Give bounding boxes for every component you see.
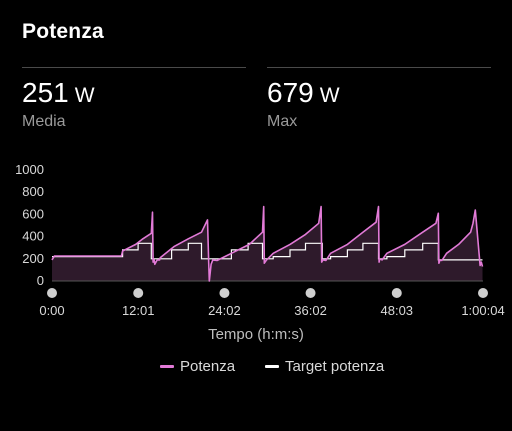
plot-area (51, 205, 484, 282)
interval-marker (133, 288, 144, 298)
y-tick-label: 600 (22, 206, 44, 221)
legend-swatch-power (160, 365, 174, 368)
stat-average-unit: W (74, 84, 95, 107)
legend-item-power[interactable]: Potenza (160, 358, 235, 375)
x-tick-label: 48:03 (381, 303, 414, 318)
stat-max: 679 W Max (267, 78, 340, 131)
stat-max-label: Max (267, 113, 298, 130)
legend-item-target-power[interactable]: Target potenza (265, 358, 384, 375)
x-tick-label: 36:02 (294, 303, 327, 318)
divider-left (22, 67, 246, 68)
x-tick-label: 24:02 (208, 303, 241, 318)
x-axis-label: Tempo (h:m:s) (208, 326, 304, 343)
stat-average-label: Media (22, 113, 66, 130)
interval-marker (47, 288, 57, 298)
interval-marker (478, 288, 488, 298)
interval-markers (47, 288, 488, 298)
y-tick-label: 800 (22, 184, 44, 199)
y-tick-label: 200 (22, 251, 44, 266)
x-tick-label: 12:01 (122, 303, 155, 318)
stat-max-value: 679 (267, 77, 314, 108)
series-line-power (51, 205, 484, 282)
power-area (52, 206, 483, 281)
legend-swatch-target-power (265, 365, 279, 368)
interval-marker (391, 288, 402, 298)
y-tick-label: 1000 (15, 162, 44, 177)
stat-max-unit: W (319, 84, 340, 107)
interval-marker (305, 288, 316, 298)
stat-average-value: 251 (22, 77, 69, 108)
stat-average: 251 W Media (22, 78, 95, 131)
divider-right (267, 67, 491, 68)
legend-label-target-power: Target potenza (285, 358, 385, 375)
power-chart[interactable]: 0 200 400 600 800 1000 0:00 12:01 24:02 36:02 48:… (0, 150, 512, 320)
stat-average-value-row: 251 W (22, 78, 95, 111)
interval-marker (219, 288, 230, 298)
legend-label-power: Potenza (180, 358, 236, 375)
x-tick-label: 1:00:04 (461, 303, 504, 318)
x-tick-label: 0:00 (39, 303, 64, 318)
stat-max-value-row: 679 W (267, 78, 340, 111)
y-tick-label: 0 (37, 273, 44, 288)
y-axis-ticks: 0 200 400 600 800 1000 (15, 162, 44, 288)
series-line-target-power (52, 242, 483, 261)
page-title: Potenza (22, 20, 104, 43)
y-tick-label: 400 (22, 229, 44, 244)
x-axis-ticks: 0:00 12:01 24:02 36:02 48:03 1:00:04 (39, 303, 504, 318)
